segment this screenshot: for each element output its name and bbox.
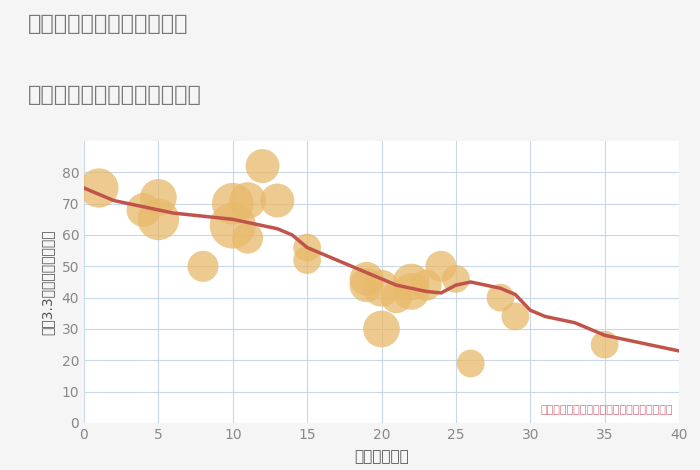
Point — [376, 325, 387, 333]
Point — [93, 184, 104, 192]
Point — [272, 197, 283, 204]
Point — [510, 313, 521, 320]
Point — [153, 216, 164, 223]
Point — [465, 360, 476, 367]
Text: 円の大きさは、取引のあった物件面積を示す: 円の大きさは、取引のあった物件面積を示す — [540, 405, 673, 415]
Point — [302, 244, 313, 251]
Point — [391, 294, 402, 301]
Point — [406, 288, 417, 295]
Point — [361, 275, 372, 282]
Point — [153, 194, 164, 201]
Text: 築年数別中古マンション価格: 築年数別中古マンション価格 — [28, 85, 202, 105]
Y-axis label: 平（3.3㎡）単価（万円）: 平（3.3㎡）単価（万円） — [41, 229, 55, 335]
Point — [227, 222, 238, 229]
Point — [421, 282, 432, 289]
Point — [361, 282, 372, 289]
Point — [242, 235, 253, 242]
Point — [435, 263, 447, 270]
Point — [138, 206, 149, 214]
Point — [450, 275, 461, 282]
Point — [376, 284, 387, 292]
Point — [406, 278, 417, 286]
Point — [257, 162, 268, 170]
Point — [302, 256, 313, 264]
Point — [242, 197, 253, 204]
Point — [495, 294, 506, 301]
Text: 愛知県豊川市御津町広石の: 愛知県豊川市御津町広石の — [28, 14, 188, 34]
X-axis label: 築年数（年）: 築年数（年） — [354, 449, 409, 464]
Point — [197, 263, 209, 270]
Point — [227, 200, 238, 207]
Point — [599, 341, 610, 348]
